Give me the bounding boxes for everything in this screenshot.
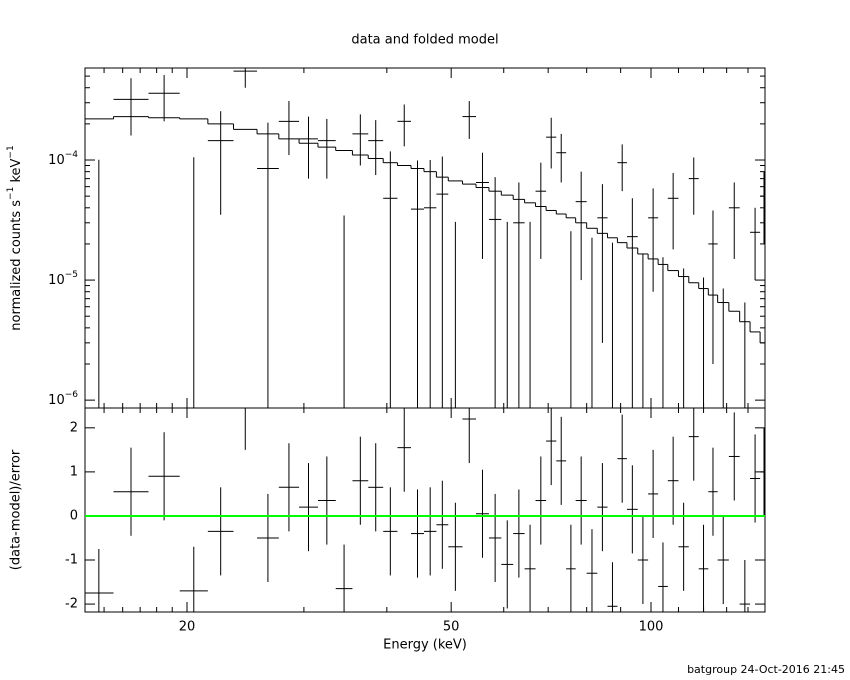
- tick-exponent: −5: [65, 270, 78, 280]
- tick-exponent: −6: [65, 390, 79, 400]
- chart-title: data and folded model: [351, 33, 498, 48]
- y-tick-label: -2: [65, 597, 78, 612]
- label-part: −1: [6, 187, 16, 200]
- x-tick-label: 50: [443, 620, 460, 635]
- label-part: normalized counts s: [9, 200, 24, 331]
- tick-base: 10: [48, 393, 65, 408]
- x-tick-label: 20: [179, 620, 196, 635]
- y-tick-label: -1: [65, 553, 78, 568]
- y-tick-label: 10−6: [48, 390, 78, 408]
- x-axis-label: Energy (keV): [383, 638, 467, 653]
- label-part: keV: [9, 158, 24, 186]
- footer: batgroup 24-Oct-2016 21:45: [687, 663, 845, 676]
- y-axis-label: normalized counts s−1 keV−1: [6, 145, 24, 330]
- plot-area: [85, 408, 765, 612]
- plot-area: [85, 68, 765, 408]
- tick-base: 10: [48, 153, 65, 168]
- tick-base: 10: [48, 273, 65, 288]
- y-tick-label: 2: [70, 420, 78, 435]
- y-tick-label: 1: [70, 464, 78, 479]
- panel-frame: [84, 407, 766, 613]
- label-part: −1: [6, 145, 16, 158]
- y-tick-label: 10−5: [48, 270, 78, 288]
- y-tick-label: 10−4: [48, 150, 78, 168]
- y-axis-label: (data-model)/error: [9, 449, 24, 570]
- tick-exponent: −4: [65, 150, 79, 160]
- x-tick-label: 100: [639, 620, 664, 635]
- y-tick-label: 0: [70, 508, 78, 523]
